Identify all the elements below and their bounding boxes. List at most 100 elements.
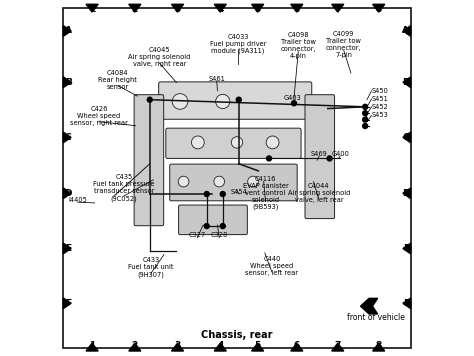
Polygon shape xyxy=(403,298,411,309)
Text: C4116
EVAP canister
vent control
solenoid
(9B593): C4116 EVAP canister vent control solenoi… xyxy=(243,176,288,210)
Polygon shape xyxy=(332,4,344,12)
Circle shape xyxy=(327,156,332,161)
Text: 3: 3 xyxy=(174,5,181,15)
Text: C328: C328 xyxy=(210,232,228,238)
Text: C4033
Fuel pump driver
module (9A311): C4033 Fuel pump driver module (9A311) xyxy=(210,34,266,54)
Circle shape xyxy=(266,156,272,161)
Text: 7: 7 xyxy=(335,341,341,350)
Polygon shape xyxy=(403,26,411,36)
Text: F: F xyxy=(403,299,409,308)
Text: C4045
Air spring solenoid
valve, right rear: C4045 Air spring solenoid valve, right r… xyxy=(128,47,191,67)
Text: C426
Wheel speed
sensor, right rear: C426 Wheel speed sensor, right rear xyxy=(70,106,128,126)
Circle shape xyxy=(204,224,209,229)
Text: C4044
Air spring solenoid
valve, left rear: C4044 Air spring solenoid valve, left re… xyxy=(288,183,350,203)
Circle shape xyxy=(216,94,230,109)
Polygon shape xyxy=(63,132,71,143)
Polygon shape xyxy=(373,343,385,351)
Circle shape xyxy=(172,94,188,109)
FancyBboxPatch shape xyxy=(305,95,335,219)
Text: S469: S469 xyxy=(311,151,328,157)
Polygon shape xyxy=(129,4,141,12)
Text: 3: 3 xyxy=(174,341,181,350)
Polygon shape xyxy=(129,343,141,351)
Polygon shape xyxy=(252,4,264,12)
Text: C4098
Trailer tow
connector,
4-pin: C4098 Trailer tow connector, 4-pin xyxy=(281,32,316,59)
FancyBboxPatch shape xyxy=(134,95,164,226)
Polygon shape xyxy=(172,343,183,351)
Text: B: B xyxy=(65,78,72,87)
Circle shape xyxy=(248,176,258,187)
Text: Chassis, rear: Chassis, rear xyxy=(201,330,273,340)
FancyBboxPatch shape xyxy=(179,205,247,235)
Polygon shape xyxy=(291,343,303,351)
Text: 6: 6 xyxy=(294,341,300,350)
Text: 4: 4 xyxy=(217,341,223,350)
Circle shape xyxy=(363,104,368,109)
Text: C4099
Trailer tow
connector,
7-pin: C4099 Trailer tow connector, 7-pin xyxy=(326,31,362,58)
Text: S452: S452 xyxy=(372,104,389,110)
Text: 8: 8 xyxy=(375,5,382,15)
Text: S451: S451 xyxy=(372,96,388,102)
Polygon shape xyxy=(172,4,183,12)
Polygon shape xyxy=(63,188,71,199)
Text: A: A xyxy=(65,26,72,36)
Circle shape xyxy=(236,97,241,102)
Text: 7: 7 xyxy=(335,5,341,15)
Text: 2: 2 xyxy=(132,5,138,15)
Circle shape xyxy=(266,136,279,149)
Polygon shape xyxy=(403,188,411,199)
Polygon shape xyxy=(63,77,71,88)
Text: G400: G400 xyxy=(331,151,349,157)
Polygon shape xyxy=(63,26,71,36)
Polygon shape xyxy=(332,343,344,351)
Polygon shape xyxy=(86,343,98,351)
Text: 6: 6 xyxy=(294,5,300,15)
Text: S453: S453 xyxy=(372,112,388,118)
Polygon shape xyxy=(86,4,98,12)
Polygon shape xyxy=(403,132,411,143)
Text: 5: 5 xyxy=(255,341,261,350)
Polygon shape xyxy=(373,4,385,12)
Circle shape xyxy=(363,111,368,116)
Text: S450: S450 xyxy=(372,88,389,94)
Text: B: B xyxy=(402,78,409,87)
Polygon shape xyxy=(214,4,226,12)
Text: D: D xyxy=(64,189,72,198)
Text: S461: S461 xyxy=(209,76,225,82)
Text: S454: S454 xyxy=(231,189,247,194)
Text: 4: 4 xyxy=(217,5,223,15)
Text: C440
Wheel speed
sensor, left rear: C440 Wheel speed sensor, left rear xyxy=(246,256,299,276)
Text: 5: 5 xyxy=(255,5,261,15)
Circle shape xyxy=(363,124,368,129)
Text: C: C xyxy=(402,133,409,142)
Polygon shape xyxy=(63,298,71,309)
FancyBboxPatch shape xyxy=(166,128,301,158)
Polygon shape xyxy=(63,243,71,254)
Circle shape xyxy=(231,137,243,148)
Text: I4405: I4405 xyxy=(68,198,87,203)
Text: C4084
Rear height
sensor: C4084 Rear height sensor xyxy=(98,70,137,90)
Polygon shape xyxy=(291,4,303,12)
Polygon shape xyxy=(403,243,411,254)
Text: E: E xyxy=(65,244,71,253)
Text: A: A xyxy=(402,26,409,36)
FancyBboxPatch shape xyxy=(159,82,312,119)
Text: 2: 2 xyxy=(132,341,138,350)
Circle shape xyxy=(147,97,152,102)
Circle shape xyxy=(204,192,209,197)
Circle shape xyxy=(220,192,225,197)
Circle shape xyxy=(191,136,204,149)
Polygon shape xyxy=(403,77,411,88)
Polygon shape xyxy=(214,343,226,351)
Text: C433
Fuel tank unit
(9H307): C433 Fuel tank unit (9H307) xyxy=(128,257,173,278)
Circle shape xyxy=(292,101,296,106)
Polygon shape xyxy=(252,343,264,351)
Circle shape xyxy=(214,176,225,187)
Text: E: E xyxy=(403,244,409,253)
Text: front of vehicle: front of vehicle xyxy=(347,313,405,322)
Text: 1: 1 xyxy=(89,5,95,15)
Circle shape xyxy=(220,224,225,229)
Text: F: F xyxy=(65,299,71,308)
Circle shape xyxy=(178,176,189,187)
Circle shape xyxy=(363,117,368,122)
